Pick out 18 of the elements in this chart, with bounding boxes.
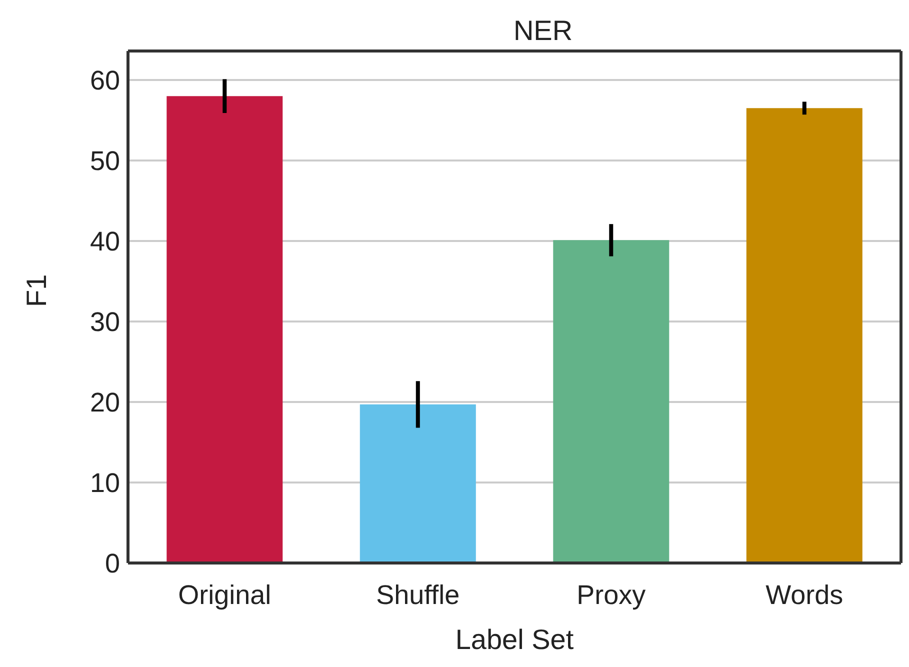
x-axis-title: Label Set bbox=[455, 624, 574, 655]
bar bbox=[553, 240, 670, 563]
x-tick-label: Shuffle bbox=[376, 580, 460, 610]
chart-title: NER bbox=[513, 15, 573, 46]
y-axis-title: F1 bbox=[20, 274, 52, 307]
x-tick-label: Original bbox=[178, 580, 272, 610]
y-tick-label: 50 bbox=[90, 146, 120, 176]
bar bbox=[746, 108, 862, 563]
y-tick-label: 20 bbox=[90, 388, 120, 418]
bar bbox=[166, 96, 283, 563]
x-tick-label: Words bbox=[766, 580, 844, 610]
y-tick-label: 60 bbox=[90, 66, 120, 96]
y-tick-label: 40 bbox=[90, 226, 120, 257]
y-tick-label: 10 bbox=[90, 468, 120, 498]
bar bbox=[360, 404, 476, 563]
y-tick-label: 30 bbox=[90, 307, 120, 338]
y-tick-label: 0 bbox=[104, 548, 120, 579]
x-tick-label: Proxy bbox=[576, 580, 646, 610]
